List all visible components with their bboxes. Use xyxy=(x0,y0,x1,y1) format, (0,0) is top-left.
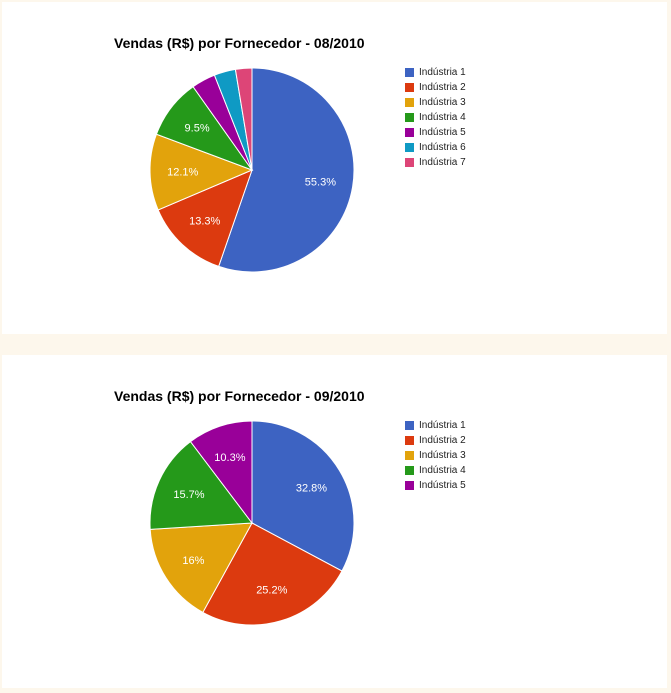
legend-label: Indústria 2 xyxy=(419,435,466,446)
legend-label: Indústria 3 xyxy=(419,97,466,108)
pie-slice-4[interactable] xyxy=(149,440,253,530)
slice-label: 9.5% xyxy=(185,123,210,135)
legend-swatch xyxy=(405,68,414,77)
legend-swatch xyxy=(405,466,414,475)
legend-swatch xyxy=(405,98,414,107)
legend-label: Indústria 1 xyxy=(419,67,466,78)
legend-label: Indústria 7 xyxy=(419,157,466,168)
chart-title: Vendas (R$) por Fornecedor - 08/2010 xyxy=(114,35,365,51)
legend-swatch xyxy=(405,128,414,137)
legend-swatch xyxy=(405,436,414,445)
slice-label: 15.7% xyxy=(173,489,204,501)
legend-label: Indústria 6 xyxy=(419,142,466,153)
slice-label: 32.8% xyxy=(296,482,327,494)
slice-label: 55.3% xyxy=(305,177,336,189)
chart-panel-september: Vendas (R$) por Fornecedor - 09/2010 32.… xyxy=(2,355,667,688)
pie-chart: 32.8% 25.2% 16% 15.7% 10.3% xyxy=(149,420,355,626)
pie-slice-7[interactable] xyxy=(234,67,253,171)
pie-slice-1[interactable] xyxy=(251,420,355,572)
legend-swatch xyxy=(405,83,414,92)
legend-swatch xyxy=(405,451,414,460)
pie-slice-5[interactable] xyxy=(189,420,253,525)
legend-label: Indústria 3 xyxy=(419,450,466,461)
chart-panel-august: Vendas (R$) por Fornecedor - 08/2010 55.… xyxy=(2,2,667,334)
pie-slice-2[interactable] xyxy=(157,169,253,268)
slice-label: 16% xyxy=(182,555,204,567)
slice-label: 12.1% xyxy=(167,167,198,179)
legend-label: Indústria 2 xyxy=(419,82,466,93)
pie-slice-3[interactable] xyxy=(149,133,254,211)
pie-slice-2[interactable] xyxy=(202,522,343,626)
legend-label: Indústria 1 xyxy=(419,420,466,431)
legend-label: Indústria 5 xyxy=(419,480,466,491)
legend-swatch xyxy=(405,481,414,490)
legend-swatch xyxy=(405,143,414,152)
legend-label: Indústria 5 xyxy=(419,127,466,138)
pie-slice-3[interactable] xyxy=(149,522,253,614)
slice-label: 10.3% xyxy=(214,452,245,464)
pie-chart: 55.3% 13.3% 12.1% 9.5% xyxy=(149,67,355,273)
legend-label: Indústria 4 xyxy=(419,112,466,123)
slice-label: 25.2% xyxy=(256,585,287,597)
chart-title: Vendas (R$) por Fornecedor - 09/2010 xyxy=(114,388,365,404)
legend-swatch xyxy=(405,421,414,430)
slice-label: 13.3% xyxy=(189,216,220,228)
legend-label: Indústria 4 xyxy=(419,465,466,476)
legend-swatch xyxy=(405,158,414,167)
legend-swatch xyxy=(405,113,414,122)
